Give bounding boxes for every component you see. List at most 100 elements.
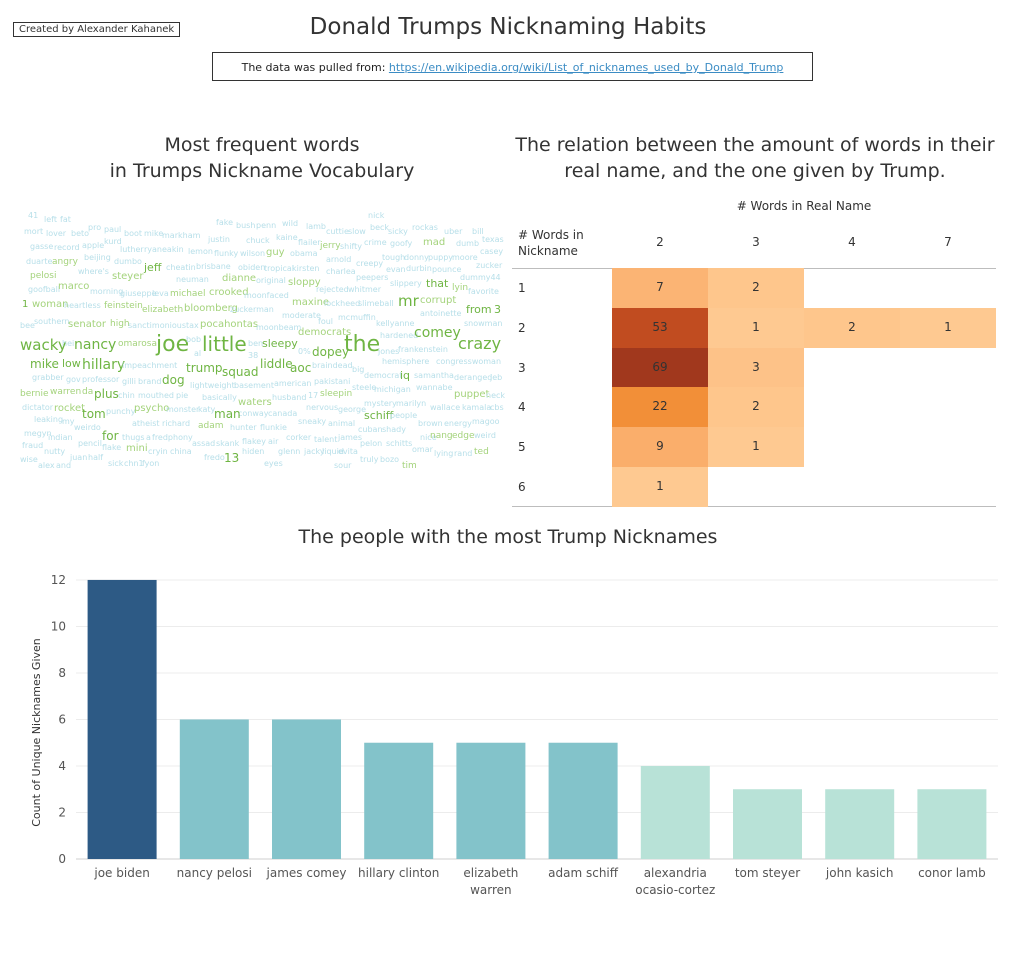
cloud-word: cuban — [358, 425, 383, 434]
cloud-word: mouthed — [138, 391, 174, 400]
cloud-word: kaine — [276, 233, 298, 242]
cloud-word: from — [466, 303, 492, 316]
cloud-word: neck — [486, 391, 506, 400]
cloud-word: monster — [166, 405, 200, 414]
source-link[interactable]: https://en.wikipedia.org/wiki/List_of_ni… — [388, 61, 784, 74]
cloud-word: sloppy — [288, 277, 321, 288]
cloud-word: air — [268, 437, 279, 446]
cloud-word: flunky — [214, 249, 239, 258]
cloud-word: neuman — [176, 275, 209, 284]
cloud-word: jeff — [144, 261, 162, 274]
cloud-word: tropical — [264, 264, 294, 273]
cloud-word: adam — [198, 421, 224, 431]
cloud-word: tax — [186, 321, 199, 330]
cloud-word: beto — [71, 229, 90, 238]
cloud-word: woman — [32, 299, 69, 310]
cloud-word: moonfaced — [244, 291, 289, 300]
cloud-word: lying — [434, 449, 454, 458]
heatmap-cell: 1 — [708, 307, 804, 348]
cloud-word: cryin — [148, 447, 168, 456]
cloud-word: ben — [248, 339, 264, 348]
word-cloud: 41 left fat nick fake bush penn wild lamb cuttie s… — [16, 208, 506, 478]
y-tick-label: 6 — [58, 712, 66, 726]
cloud-word: omar — [412, 445, 433, 454]
cloud-word: assad — [192, 439, 216, 448]
heatmap-row-label: 3 — [518, 360, 526, 375]
cloud-word: goofball — [28, 285, 61, 294]
cloud-word: moonbeam — [256, 323, 302, 332]
cloud-word: maxine — [292, 297, 330, 308]
cloud-word: bush — [236, 221, 256, 230]
cloud-word: hiden — [242, 447, 265, 456]
cloud-word: sleepy — [262, 337, 298, 350]
cloud-word: weirdo — [74, 423, 101, 432]
heatmap-cell: 9 — [612, 427, 708, 467]
cloud-word: brown — [418, 419, 443, 428]
cloud-word: original — [256, 276, 286, 285]
cloud-word: pocahontas — [200, 319, 259, 330]
cloud-word: liddle — [260, 357, 293, 371]
cloud-word: for — [102, 429, 119, 443]
cloud-word: steele — [352, 383, 377, 392]
cloud-word: leva — [152, 289, 169, 298]
cloud-word: a — [146, 433, 151, 442]
cloud-word: grabber — [32, 373, 64, 382]
cloud-word: mini — [126, 443, 148, 454]
bar — [548, 742, 618, 859]
cloud-word: rand — [454, 449, 473, 458]
cloud-word: slimeball — [358, 299, 394, 308]
cloud-word: deranged — [454, 373, 493, 382]
cloud-word: boot — [124, 229, 143, 238]
cloud-word: goofy — [390, 239, 413, 248]
heatmap-row-label: 5 — [518, 440, 526, 455]
cloud-word: low — [62, 357, 81, 370]
cloud-word: punchy — [106, 407, 136, 416]
cloud-word: conway — [238, 409, 269, 418]
cloud-word: pounce — [432, 265, 462, 274]
heatmap-row-label: 4 — [518, 400, 526, 415]
y-tick-label: 4 — [58, 759, 66, 773]
bar — [640, 765, 710, 859]
x-tick-label: nancy pelosi — [177, 866, 252, 880]
cloud-word: dopey — [312, 345, 350, 359]
bar — [733, 789, 802, 859]
cloud-word: texas — [482, 235, 504, 244]
cloud-word: fraud — [22, 441, 44, 450]
cloud-word: dog — [162, 373, 185, 387]
cloud-word: rocket — [54, 403, 86, 414]
heatmap-column-label: 3 — [752, 235, 760, 249]
cloud-word: husband — [272, 393, 307, 402]
cloud-word: mort — [24, 227, 44, 236]
cloud-word: omarosa — [118, 339, 158, 349]
cloud-word: nervous — [306, 403, 339, 412]
cloud-word: penn — [256, 221, 277, 230]
bar-chart: 0 2 4 6 8 10 12 Count of Unique Nicknames Given… — [30, 573, 998, 897]
cloud-word: nice — [420, 433, 437, 442]
cloud-word: morning — [90, 287, 124, 296]
cloud-word: crazy — [458, 334, 502, 353]
cloud-word: jeb — [490, 373, 503, 382]
cloud-word: mystery — [364, 399, 397, 408]
cloud-word: wannabe — [416, 383, 453, 392]
cloud-word: hardened — [380, 331, 419, 340]
cloud-word: foul — [318, 317, 334, 326]
cloud-word: thugs — [122, 433, 145, 442]
cloud-word: dummy44 — [460, 273, 501, 282]
cloud-word: dianne — [222, 273, 257, 284]
cloud-word: puppy — [428, 253, 454, 262]
bar — [87, 579, 157, 859]
cloud-word: animal — [328, 419, 356, 428]
cloud-word: atheist — [132, 419, 160, 428]
cloud-word: tim — [402, 461, 417, 471]
cloud-word: little — [202, 332, 247, 356]
cloud-word: mr — [398, 292, 419, 310]
cloud-word: pie — [176, 391, 189, 400]
cloud-word: 38 — [248, 351, 259, 360]
wordcloud-title-line2: in Trumps Nickname Vocabulary — [109, 160, 415, 182]
cloud-word: bob — [186, 335, 202, 344]
cloud-word: justin — [208, 235, 230, 244]
cloud-word: southern — [34, 317, 70, 326]
cloud-word: professor — [82, 375, 120, 384]
heatmap-column-label: 4 — [848, 235, 856, 249]
bar — [825, 789, 895, 859]
